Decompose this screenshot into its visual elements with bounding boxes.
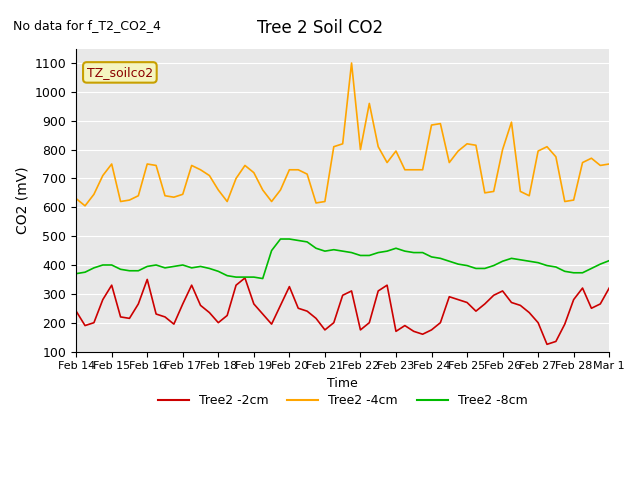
Y-axis label: CO2 (mV): CO2 (mV)	[15, 166, 29, 234]
Text: Tree 2 Soil CO2: Tree 2 Soil CO2	[257, 19, 383, 37]
Legend: Tree2 -2cm, Tree2 -4cm, Tree2 -8cm: Tree2 -2cm, Tree2 -4cm, Tree2 -8cm	[152, 389, 532, 412]
Text: TZ_soilco2: TZ_soilco2	[87, 66, 153, 79]
X-axis label: Time: Time	[327, 377, 358, 390]
Text: No data for f_T2_CO2_4: No data for f_T2_CO2_4	[13, 19, 161, 32]
